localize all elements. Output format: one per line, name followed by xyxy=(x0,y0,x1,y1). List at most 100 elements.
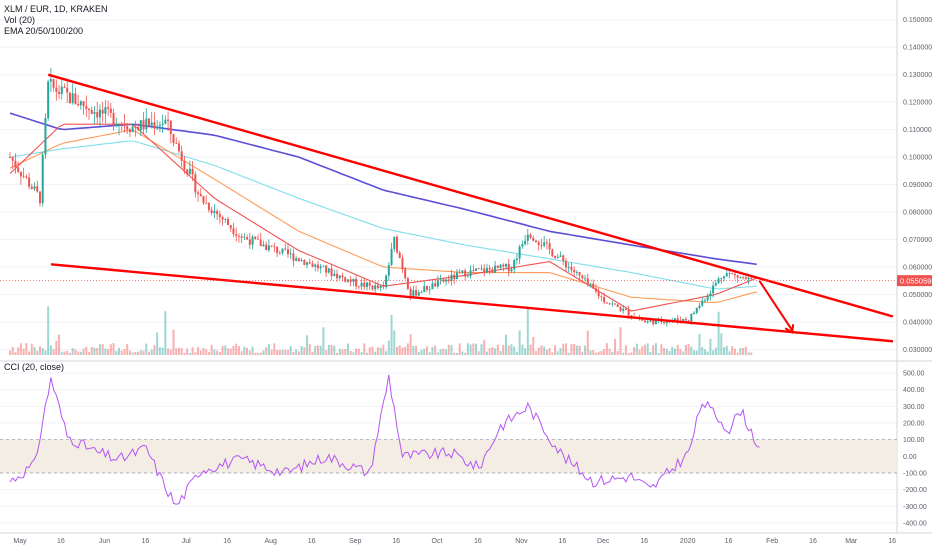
volume-bar xyxy=(404,346,407,355)
candle-body xyxy=(537,242,540,245)
volume-bar xyxy=(82,348,85,355)
volume-bar xyxy=(237,346,240,355)
volume-bar xyxy=(259,352,262,355)
volume-bar xyxy=(169,349,172,355)
candle-body xyxy=(270,245,273,247)
time-tick-label: Aug xyxy=(264,538,277,545)
price-axis[interactable]: 0.150000 0.140000 0.130000 0.120000 0.110000… xyxy=(903,17,932,354)
time-tick-label: Feb xyxy=(766,538,778,545)
volume-bar xyxy=(183,352,186,355)
symbol-legend[interactable]: XLM / EUR, 1D, KRAKEN xyxy=(4,4,108,14)
volume-bar xyxy=(584,345,587,355)
candle-body xyxy=(19,171,22,177)
candle-body xyxy=(254,236,257,239)
volume-legend[interactable]: Vol (20) xyxy=(4,15,36,25)
time-tick-label: Mar xyxy=(845,538,858,545)
time-tick-label: Nov xyxy=(515,538,528,545)
candle-body xyxy=(581,275,584,279)
price-tick-label: 0.140000 xyxy=(903,45,932,52)
volume-bar xyxy=(164,311,167,355)
volume-bar xyxy=(227,348,230,355)
candle-body xyxy=(559,255,562,257)
volume-bar xyxy=(611,351,614,355)
volume-bar xyxy=(49,345,52,355)
candle-body xyxy=(714,283,717,286)
candle-body xyxy=(49,79,52,82)
candle-body xyxy=(485,268,488,273)
candle-body xyxy=(224,219,227,220)
volume-bar xyxy=(717,311,720,355)
candle-body xyxy=(303,260,306,265)
candle-body xyxy=(333,273,336,276)
candle-body xyxy=(393,236,396,249)
candle-body xyxy=(232,228,235,235)
time-tick-label: 16 xyxy=(558,538,566,545)
candle-body xyxy=(513,260,516,270)
volume-bar xyxy=(98,344,101,355)
time-tick-label: 16 xyxy=(223,538,231,545)
volume-bar xyxy=(167,348,170,355)
volume-bar xyxy=(147,351,150,355)
candle-body xyxy=(461,270,464,273)
candle-body xyxy=(267,245,270,251)
volume-bar xyxy=(210,344,213,355)
candle-body xyxy=(510,269,513,272)
volume-bar xyxy=(464,352,467,355)
volume-bar xyxy=(548,348,551,355)
volume-bar xyxy=(371,346,374,355)
trendline-upper[interactable] xyxy=(47,73,894,318)
volume-bar xyxy=(153,345,156,355)
time-axis[interactable]: May 16 Jun 16 Jul 16 Aug 16 Sep 16 Oct 16 Nov 16 Dec 16… xyxy=(13,538,896,545)
candle-body xyxy=(44,118,47,155)
candle-body xyxy=(145,118,148,130)
volume-bar xyxy=(118,347,121,355)
volume-bar xyxy=(434,345,437,355)
volume-bar xyxy=(673,348,676,355)
candle-body xyxy=(630,315,633,317)
candle-body xyxy=(161,123,164,125)
candle-body xyxy=(417,292,420,296)
projection-arrow[interactable] xyxy=(758,280,793,331)
volume-bar xyxy=(240,351,243,355)
cci-axis[interactable]: 500.00 400.00 300.00 200.00 100.00 0.00 -100.0… xyxy=(903,371,927,528)
candle-body xyxy=(584,278,587,280)
trendline-lower[interactable] xyxy=(50,263,894,343)
volume-bar xyxy=(622,352,625,355)
candles xyxy=(9,67,753,327)
candle-body xyxy=(488,268,491,270)
candle-body xyxy=(491,269,494,273)
volume-bar xyxy=(687,343,690,355)
cci-legend[interactable]: CCI (20, close) xyxy=(4,362,65,372)
candle-body xyxy=(202,196,205,203)
ema-legend[interactable]: EMA 20/50/100/200 xyxy=(4,26,84,36)
volume-bar xyxy=(66,350,69,355)
candle-body xyxy=(338,275,341,279)
candle-body xyxy=(404,269,407,279)
candle-body xyxy=(131,126,134,133)
candle-body xyxy=(750,277,753,280)
volume-bar xyxy=(485,351,488,355)
candle-body xyxy=(379,286,382,288)
price-tick-label: 0.080000 xyxy=(903,210,932,217)
candle-body xyxy=(169,120,172,135)
volume-bar xyxy=(257,352,260,355)
candle-body xyxy=(466,275,469,277)
candle-body xyxy=(126,126,129,130)
volume-bar xyxy=(630,352,633,355)
volume-bar xyxy=(401,347,404,355)
candle-body xyxy=(477,268,480,270)
volume-bar xyxy=(499,350,502,355)
candle-body xyxy=(243,237,246,238)
trendlines[interactable] xyxy=(47,73,894,343)
volume-bar xyxy=(346,343,349,355)
volume-bar xyxy=(619,327,622,355)
volume-bar xyxy=(720,333,723,355)
candle-body xyxy=(420,292,423,293)
candle-body xyxy=(297,258,300,262)
candle-body xyxy=(77,104,80,106)
volume-bar xyxy=(570,344,573,355)
volume-bar xyxy=(120,350,123,355)
volume-bar xyxy=(349,350,352,355)
volume-bar xyxy=(172,329,175,355)
price-tick-label: 0.050000 xyxy=(903,292,932,299)
